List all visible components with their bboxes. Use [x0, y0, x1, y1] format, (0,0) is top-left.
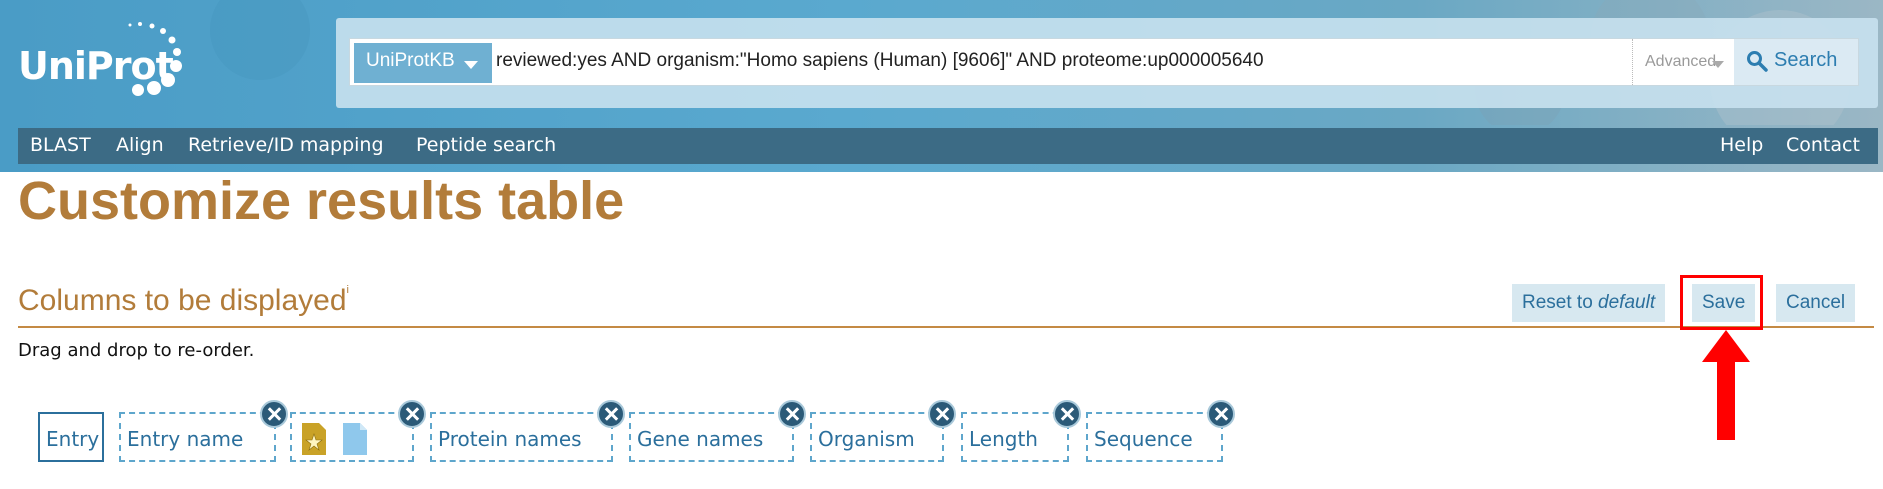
- nav-align[interactable]: Align: [116, 134, 164, 156]
- arrow-up-annotation-head: [1702, 330, 1750, 362]
- section-title: Columns to be displayedi: [18, 284, 349, 318]
- reset-label-default: default: [1598, 292, 1656, 313]
- page-title: Customize results table: [18, 171, 625, 231]
- remove-column-icon[interactable]: [260, 400, 288, 428]
- logo-text: UniProt: [18, 44, 174, 88]
- section-divider: [18, 326, 1874, 328]
- column-entry-name[interactable]: Entry name: [119, 400, 288, 462]
- column-label: Length: [969, 427, 1038, 451]
- remove-column-icon[interactable]: [1053, 400, 1081, 428]
- remove-column-icon[interactable]: [597, 400, 625, 428]
- advanced-label: Advanced: [1645, 53, 1717, 70]
- column-label: Entry name: [127, 427, 244, 451]
- search-button-label: Search: [1774, 49, 1838, 71]
- column-protein-names[interactable]: Protein names: [430, 400, 625, 462]
- remove-column-icon[interactable]: [778, 400, 806, 428]
- nav-contact[interactable]: Contact: [1786, 134, 1860, 156]
- logo-dots-icon: [128, 22, 182, 96]
- column-label: Organism: [818, 427, 915, 451]
- search-button[interactable]: Search: [1734, 39, 1858, 85]
- search-panel: UniProtKB reviewed:yes AND organism:"Hom…: [336, 18, 1878, 108]
- chevron-down-icon: [464, 61, 478, 69]
- advanced-search-toggle[interactable]: Advanced: [1632, 39, 1732, 85]
- nav-retrieve-id-mapping[interactable]: Retrieve/ID mapping: [188, 134, 384, 156]
- reset-default-button[interactable]: Reset to default: [1512, 284, 1666, 322]
- search-box: UniProtKB reviewed:yes AND organism:"Hom…: [349, 38, 1859, 86]
- column-label: Protein names: [438, 427, 582, 451]
- nav-peptide-search[interactable]: Peptide search: [416, 134, 557, 156]
- site-header: UniProt UniProtKB reviewed:yes AND organ…: [0, 0, 1883, 172]
- column-label: Gene names: [637, 427, 764, 451]
- search-icon: [1747, 51, 1768, 72]
- main-nav: BLAST Align Retrieve/ID mapping Peptide …: [18, 128, 1878, 164]
- reviewed-document-icon: [302, 423, 326, 455]
- column-sequence[interactable]: Sequence: [1086, 400, 1235, 462]
- remove-column-icon[interactable]: [928, 400, 956, 428]
- uniprot-logo[interactable]: UniProt: [18, 20, 198, 100]
- remove-column-icon[interactable]: [1207, 400, 1235, 428]
- column-length[interactable]: Length: [961, 400, 1081, 462]
- column-label: Entry: [46, 427, 100, 451]
- chevron-down-icon: [1712, 61, 1724, 68]
- database-select-label: UniProtKB: [366, 50, 455, 71]
- reset-label: Reset to: [1522, 292, 1599, 313]
- save-button[interactable]: Save: [1692, 284, 1756, 322]
- column-organism[interactable]: Organism: [810, 400, 956, 462]
- database-select[interactable]: UniProtKB: [354, 43, 492, 83]
- cancel-button[interactable]: Cancel: [1776, 284, 1856, 322]
- search-input[interactable]: reviewed:yes AND organism:"Homo sapiens …: [496, 50, 1264, 71]
- column-label: Sequence: [1094, 427, 1193, 451]
- section-title-text: Columns to be displayed: [18, 284, 347, 317]
- save-highlight-annotation: [1680, 275, 1763, 330]
- column-gene-names[interactable]: Gene names: [629, 400, 806, 462]
- nav-help[interactable]: Help: [1720, 134, 1764, 156]
- column-entry: Entry: [38, 412, 104, 462]
- arrow-up-annotation-shaft: [1717, 360, 1735, 440]
- remove-column-icon[interactable]: [398, 400, 426, 428]
- unreviewed-document-icon: [343, 423, 367, 455]
- column-status-icons[interactable]: [290, 400, 426, 462]
- info-icon[interactable]: i: [346, 284, 349, 296]
- nav-blast[interactable]: BLAST: [30, 134, 91, 156]
- drag-hint: Drag and drop to re-order.: [18, 340, 255, 361]
